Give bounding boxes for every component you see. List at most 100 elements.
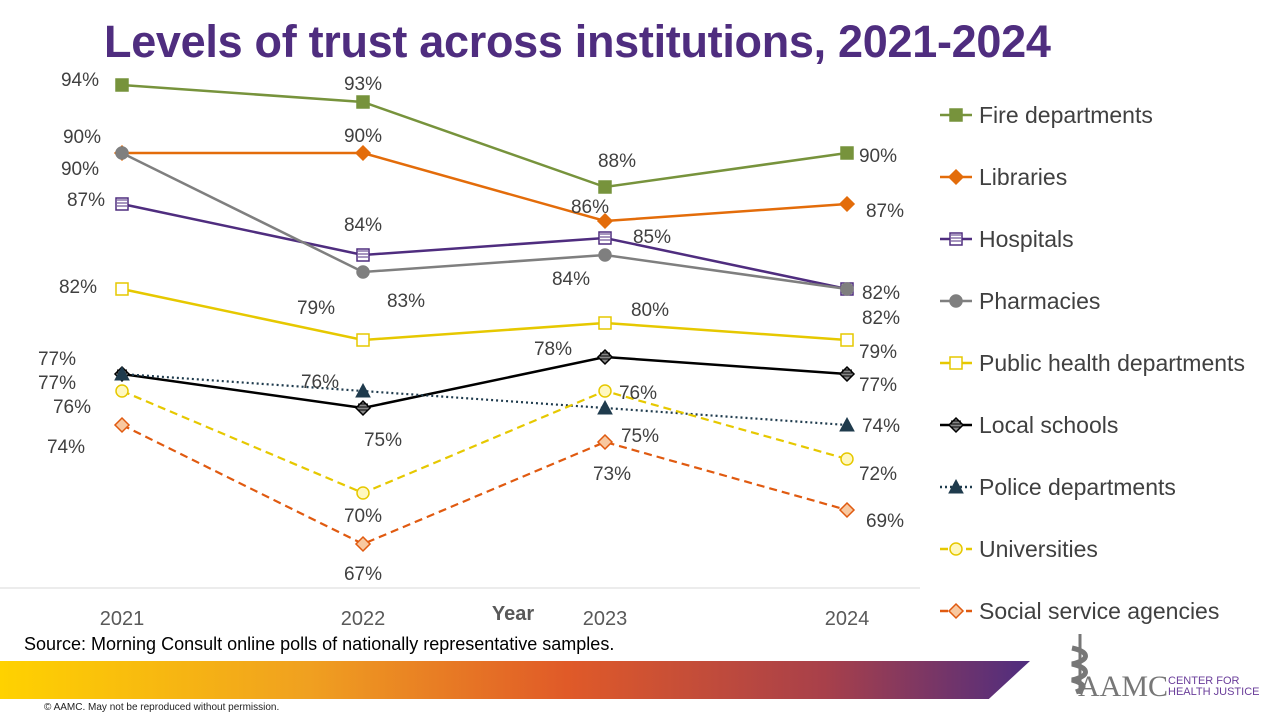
data-point-marker bbox=[354, 535, 372, 553]
source-note: Source: Morning Consult online polls of … bbox=[24, 634, 615, 654]
logo-line2: HEALTH JUSTICE bbox=[1168, 686, 1259, 698]
diamond-marker bbox=[113, 416, 131, 434]
data-label: 90% bbox=[344, 126, 382, 147]
data-point-marker bbox=[597, 399, 613, 415]
data-label: 83% bbox=[387, 291, 425, 312]
legend-entry: Fire departments bbox=[979, 102, 1153, 128]
data-label: 84% bbox=[344, 215, 382, 236]
data-point-marker bbox=[114, 365, 130, 381]
data-label: 82% bbox=[862, 308, 900, 329]
data-label: 72% bbox=[859, 464, 897, 485]
data-label: 80% bbox=[631, 300, 669, 321]
diamond-marker bbox=[596, 348, 614, 366]
triangle-marker bbox=[355, 382, 371, 398]
data-label: 77% bbox=[38, 349, 76, 370]
data-point-marker bbox=[596, 212, 614, 230]
data-point-marker bbox=[840, 282, 854, 296]
data-point-marker bbox=[598, 180, 612, 194]
circle-marker bbox=[356, 486, 370, 500]
series-line-libraries bbox=[122, 151, 848, 223]
triangle-marker bbox=[114, 365, 130, 381]
diamond-marker bbox=[947, 416, 965, 434]
data-label: 75% bbox=[364, 430, 402, 451]
circle-marker bbox=[840, 282, 854, 296]
data-point-marker bbox=[598, 231, 612, 245]
series-line-police-departments bbox=[121, 372, 848, 427]
data-point-marker bbox=[598, 316, 612, 330]
data-point-marker bbox=[113, 416, 131, 434]
data-label: 79% bbox=[859, 342, 897, 363]
square-marker bbox=[598, 180, 612, 194]
triangle-marker bbox=[948, 478, 964, 494]
data-label: 76% bbox=[301, 372, 339, 393]
data-label: 75% bbox=[621, 426, 659, 447]
series-line-local-schools bbox=[121, 355, 848, 410]
data-point-marker bbox=[115, 197, 129, 211]
logo-line1: CENTER FOR bbox=[1168, 675, 1240, 687]
square-marker bbox=[598, 316, 612, 330]
square-marker bbox=[949, 356, 963, 370]
data-point-marker bbox=[839, 416, 855, 432]
data-point-marker bbox=[838, 195, 856, 213]
x-tick-label: 2023 bbox=[583, 608, 628, 630]
circle-marker bbox=[840, 452, 854, 466]
circle-marker bbox=[115, 384, 129, 398]
legend-entry: Police departments bbox=[979, 474, 1176, 500]
data-point-marker bbox=[949, 108, 963, 122]
data-label: 86% bbox=[571, 197, 609, 218]
data-point-marker bbox=[354, 144, 372, 162]
copyright-note: © AAMC. May not be reproduced without pe… bbox=[44, 702, 280, 713]
x-tick-label: 2024 bbox=[825, 608, 870, 630]
data-label: 82% bbox=[862, 283, 900, 304]
data-point-marker bbox=[115, 384, 129, 398]
diamond-marker bbox=[947, 602, 965, 620]
data-label: 87% bbox=[67, 190, 105, 211]
square-marker bbox=[949, 232, 963, 246]
x-tick-label: 2022 bbox=[341, 608, 386, 630]
data-label: 90% bbox=[859, 146, 897, 167]
data-point-marker bbox=[115, 146, 129, 160]
data-label: 74% bbox=[862, 416, 900, 437]
square-marker bbox=[840, 146, 854, 160]
series-line-public-health-departments bbox=[121, 287, 848, 342]
data-point-marker bbox=[948, 478, 964, 494]
x-axis-title: Year bbox=[492, 603, 534, 625]
data-label: 67% bbox=[344, 564, 382, 585]
data-point-marker bbox=[949, 232, 963, 246]
data-point-marker bbox=[838, 501, 856, 519]
series-line-pharmacies bbox=[121, 151, 848, 291]
circle-marker bbox=[598, 248, 612, 262]
legend-entry: Libraries bbox=[979, 164, 1067, 190]
series-line-hospitals bbox=[121, 202, 848, 291]
data-label: 85% bbox=[633, 227, 671, 248]
data-label: 77% bbox=[859, 375, 897, 396]
legend-entry: Local schools bbox=[979, 412, 1118, 438]
data-point-marker bbox=[356, 333, 370, 347]
data-label: 73% bbox=[593, 464, 631, 485]
square-marker bbox=[115, 197, 129, 211]
square-marker bbox=[949, 108, 963, 122]
triangle-marker bbox=[839, 416, 855, 432]
circle-marker bbox=[115, 146, 129, 160]
triangle-marker bbox=[597, 399, 613, 415]
data-label: 90% bbox=[63, 127, 101, 148]
diamond-marker bbox=[596, 212, 614, 230]
data-point-marker bbox=[598, 248, 612, 262]
series-line-fire-departments bbox=[121, 83, 848, 189]
diamond-marker bbox=[596, 433, 614, 451]
legend-entry: Public health departments bbox=[979, 350, 1245, 376]
data-point-marker bbox=[356, 265, 370, 279]
data-point-marker bbox=[947, 416, 965, 434]
logo-text: AAMC bbox=[1078, 670, 1168, 703]
square-marker bbox=[356, 333, 370, 347]
data-label: 90% bbox=[61, 159, 99, 180]
data-point-marker bbox=[356, 95, 370, 109]
circle-marker bbox=[356, 265, 370, 279]
chart-title: Levels of trust across institutions, 202… bbox=[104, 16, 1051, 67]
square-marker bbox=[115, 78, 129, 92]
data-point-marker bbox=[115, 282, 129, 296]
data-point-marker bbox=[949, 294, 963, 308]
square-marker bbox=[356, 248, 370, 262]
data-point-marker bbox=[354, 399, 372, 417]
data-point-marker bbox=[838, 365, 856, 383]
